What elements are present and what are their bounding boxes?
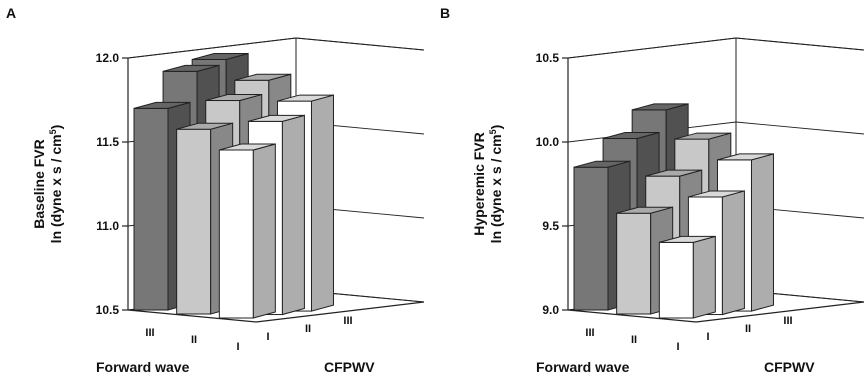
svg-text:Baseline FVR: Baseline FVR bbox=[31, 139, 47, 228]
panel-letter: B bbox=[440, 5, 450, 21]
panel-a: A 10.5 11.0 11.5 12.0 Baseline FVR ln (dyne x … bbox=[6, 5, 425, 375]
y-axis-title: Baseline FVR ln (dyne x s / cm5) bbox=[31, 125, 64, 244]
grid-line bbox=[295, 37, 425, 51]
svg-text:ln (dyne x s / cm5): ln (dyne x s / cm5) bbox=[488, 125, 504, 244]
grid-line bbox=[567, 37, 737, 59]
x-axis-title: Forward wave bbox=[96, 359, 190, 375]
bar bbox=[658, 235, 716, 319]
panel-b: B 9.0 9.5 10.0 10.5 Hyperemic FVR ln (dyne x s… bbox=[440, 5, 865, 375]
grid-line bbox=[735, 121, 865, 135]
x-axis-title: Forward wave bbox=[536, 359, 630, 375]
y-tick-label: 11.0 bbox=[96, 219, 119, 233]
depth-category-label: I bbox=[266, 331, 269, 343]
grid-line bbox=[127, 37, 297, 59]
depth-category-label: I bbox=[706, 331, 709, 343]
depth-category-label: III bbox=[343, 315, 352, 327]
x-category-label: II bbox=[631, 334, 637, 346]
panel-letter: A bbox=[6, 5, 16, 21]
svg-text:Hyperemic FVR: Hyperemic FVR bbox=[471, 132, 487, 235]
y-tick-label: 10.5 bbox=[536, 51, 560, 65]
y-tick-label: 9.0 bbox=[542, 303, 559, 317]
y-tick-label: 11.5 bbox=[96, 135, 119, 149]
x-category-label: III bbox=[145, 327, 154, 339]
bar bbox=[616, 206, 674, 315]
svg-text:ln (dyne x s / cm5): ln (dyne x s / cm5) bbox=[48, 125, 64, 244]
depth-axis-title: CFPWV bbox=[324, 359, 375, 375]
grid-line bbox=[735, 37, 865, 51]
x-category-label: II bbox=[191, 334, 197, 346]
depth-category-label: III bbox=[783, 315, 792, 327]
x-category-label: I bbox=[676, 341, 679, 353]
y-tick-label: 10.5 bbox=[96, 303, 120, 317]
bar bbox=[218, 143, 276, 319]
depth-category-label: II bbox=[305, 323, 311, 335]
y-tick-label: 9.5 bbox=[542, 219, 559, 233]
depth-axis-title: CFPWV bbox=[764, 359, 815, 375]
y-tick-label: 12.0 bbox=[96, 51, 120, 65]
y-axis-title: Hyperemic FVR ln (dyne x s / cm5) bbox=[471, 125, 504, 244]
depth-category-label: II bbox=[745, 323, 751, 335]
x-category-label: III bbox=[585, 327, 594, 339]
y-tick-label: 10.0 bbox=[536, 135, 560, 149]
x-category-label: I bbox=[236, 341, 239, 353]
